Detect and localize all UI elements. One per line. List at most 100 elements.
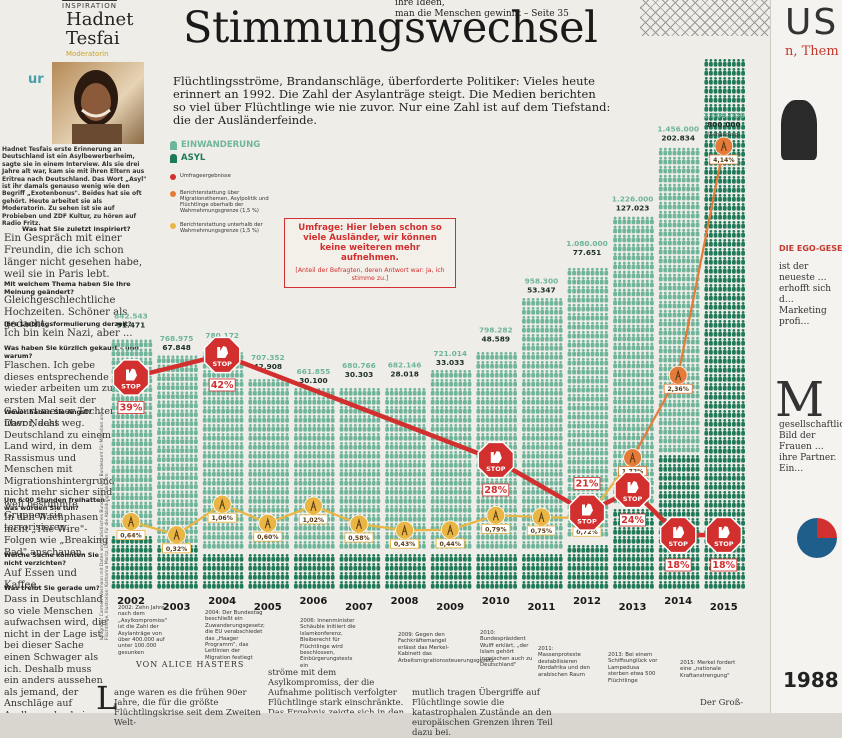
media-point-2008: 0,43% <box>390 520 420 549</box>
year-label-2002: 2002 <box>117 596 145 607</box>
bar-2005 <box>248 379 289 589</box>
survey-note: [Anteil der Befragten, deren Antwort war… <box>291 267 449 282</box>
stop-sign-2012: STOP 21% <box>568 477 606 531</box>
answer-5: Davor, dass Deutschland zu einem Land wi… <box>4 418 116 533</box>
question-4: Was haben Sie kürzlich gekauft – und war… <box>4 344 148 360</box>
legend-survey: Umfrageergebnisse <box>180 173 231 179</box>
adjoining-pie-graphic <box>797 518 837 558</box>
legend: EINWANDERUNG ASYL Umfrageergebnisse Beri… <box>170 140 290 234</box>
hand-icon <box>627 481 639 493</box>
antenna-icon <box>492 509 499 521</box>
adjoining-subtitle: n, Them <box>785 44 839 59</box>
immigration-value-label: 1.500.000 <box>703 111 745 120</box>
media-value-label: 0,58% <box>348 535 369 542</box>
survey-value-label: 18% <box>712 560 735 571</box>
asylum-value-label: 42.908 <box>254 362 283 371</box>
year-label-2010: 2010 <box>482 596 510 607</box>
headline: Stimmungswechsel <box>183 4 598 52</box>
interviewee-role: Moderatorin <box>66 50 109 58</box>
media-value-label: 0,75% <box>531 528 552 535</box>
adjoining-year: 1988 <box>783 668 839 692</box>
year-label-2003: 2003 <box>163 602 191 613</box>
radio-logo: ur <box>28 72 44 87</box>
media-value-label: 0,60% <box>257 534 278 541</box>
antenna-icon <box>447 523 454 535</box>
media-high-dot-icon <box>170 191 176 197</box>
year-label-2015: 2015 <box>710 602 738 613</box>
bar-2011 <box>522 298 563 589</box>
immigration-swatch-icon <box>170 140 177 150</box>
antenna-icon <box>264 517 271 529</box>
hand-icon <box>582 503 593 516</box>
immigration-value-label: 958.300 <box>525 276 559 285</box>
question-8: Was treibt Sie gerade um? <box>4 584 114 592</box>
estimate-note: (Schätzung) <box>707 132 740 138</box>
immigration-value-label: 780.172 <box>205 331 239 340</box>
question-3: Ihre Lieblingsformulierung derzeit? <box>4 320 148 328</box>
survey-value-label: 42% <box>211 380 234 391</box>
bar-asylum-2004 <box>202 554 244 589</box>
stop-label: STOP <box>668 540 688 548</box>
media-value-label: 4,14% <box>713 157 734 164</box>
antenna-icon <box>356 518 362 530</box>
event-2009: 2009: Gegen den Fachkräftemangel erlässt… <box>398 632 494 664</box>
media-point-2005: 0,60% <box>253 513 283 542</box>
event-2002: 2002: Zehn Jahre nach dem „Asylkompromis… <box>118 605 170 656</box>
bar-asylum-2007 <box>339 554 381 589</box>
asylum-value-label: 53.347 <box>527 285 556 294</box>
bar-immigration-2006 <box>294 388 335 549</box>
portrait-photo <box>52 62 144 144</box>
stop-label: STOP <box>121 383 141 391</box>
bar-2003 <box>157 355 198 589</box>
asylum-value-label: 28.018 <box>390 370 419 379</box>
media-point-2002: 0,64% <box>116 512 146 540</box>
legend-immigration: EINWANDERUNG <box>181 140 260 150</box>
stop-sign-2004: STOP 42% <box>203 336 241 392</box>
stop-sign-2010: STOP 28% <box>477 441 515 497</box>
deck: Flüchtlingsströme, Brandanschläge, überf… <box>173 75 611 127</box>
event-2004: 2004: Der Bundestag beschließt ein Zuwan… <box>205 610 265 661</box>
bar-asylum-2011 <box>522 554 563 589</box>
interviewee-name-line2: Tesfai <box>66 29 120 48</box>
media-point-2007: 0,58% <box>344 514 374 543</box>
survey-dot-icon <box>170 174 176 180</box>
media-point-2015: 4,14% <box>709 136 739 165</box>
asylum-value-label: 33.033 <box>436 358 465 367</box>
bar-2006 <box>294 388 335 589</box>
year-label-2006: 2006 <box>299 596 327 607</box>
adjoining-big-letter: M <box>775 372 824 428</box>
cross-ref-line2: man die Menschen gewinnt – Seite 35 <box>395 9 569 19</box>
stop-label: STOP <box>577 518 597 526</box>
media-point-2009: 0,44% <box>435 520 465 549</box>
media-value-label: 1,06% <box>211 515 232 522</box>
asylum-value-label: 202.834 <box>661 133 695 142</box>
immigration-value-label: 661.855 <box>297 367 331 376</box>
answer-2: Gleichgeschlechtliche Hochzeiten. Schöne… <box>4 295 146 331</box>
bar-2012 <box>567 267 609 589</box>
event-2015: 2015: Merkel fordert eine „nationale Kra… <box>680 660 740 679</box>
stop-sign-2014: STOP 18% <box>659 516 697 572</box>
answer-4: Flaschen. Ich gebe dieses entsprechende … <box>4 360 122 429</box>
survey-question: Umfrage: Hier leben schon so viele Auslä… <box>291 223 449 263</box>
interview-intro: Hadnet Tesfais erste Erinnerung an Deuts… <box>2 146 148 227</box>
survey-value-label: 24% <box>621 515 644 526</box>
immigration-value-label: 1.080.000 <box>566 239 608 248</box>
stop-label: STOP <box>623 495 643 503</box>
immigration-value-label: 680.766 <box>342 361 376 370</box>
hand-icon <box>490 451 502 463</box>
immigration-value-label: 768.975 <box>160 334 194 343</box>
bar-asylum-2010 <box>476 554 517 589</box>
media-value-label: 0,43% <box>394 541 415 548</box>
survey-value-label: 21% <box>576 479 599 490</box>
asylum-value-label: 91.471 <box>117 321 146 330</box>
answer-1: Ein Gespräch mit einer Freundin, die ich… <box>4 233 146 281</box>
event-2011: 2011: Massenproteste destabilisieren Nor… <box>538 646 590 678</box>
asylum-swatch-icon <box>170 153 177 163</box>
ego-text: ist der neueste … erhofft sich d… Market… <box>779 262 841 328</box>
bar-asylum-2012 <box>567 545 609 589</box>
answer-7: Auf Essen und Kaffee. <box>4 568 114 592</box>
year-label-2011: 2011 <box>527 602 555 613</box>
stop-label: STOP <box>714 540 734 548</box>
media-value-label: 0,64% <box>120 533 141 540</box>
question-5: Wovor haben Sie Angst? <box>4 408 148 416</box>
